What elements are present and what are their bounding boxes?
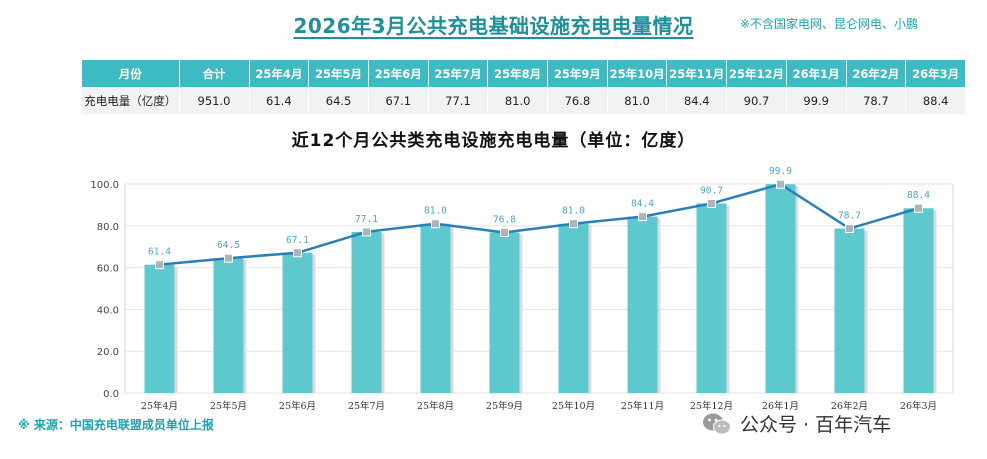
table-cell: 77.1: [428, 87, 489, 114]
line-marker: [362, 227, 371, 237]
header-cell: 合计: [179, 60, 250, 87]
x-tick-label: 26年2月: [831, 400, 868, 412]
header-cell: 25年5月: [308, 60, 369, 87]
line-marker: [500, 227, 509, 237]
x-tick-label: 25年9月: [486, 400, 523, 412]
line-marker: [707, 198, 716, 208]
bar: [213, 258, 244, 393]
y-tick-label: 60.0: [97, 264, 119, 275]
table-cell: 99.9: [786, 87, 847, 114]
header-cell: 25年7月: [428, 60, 489, 87]
x-tick-label: 25年12月: [690, 400, 733, 412]
y-tick-label: 80.0: [97, 222, 119, 233]
table-cell: 61.4: [249, 87, 310, 114]
bar: [627, 216, 658, 393]
header-cell: 月份: [82, 60, 180, 87]
x-tick-label: 25年4月: [141, 400, 178, 412]
header-cell: 25年11月: [666, 60, 728, 87]
line-marker: [431, 219, 440, 229]
table-cell: 67.1: [368, 87, 429, 114]
data-label: 64.5: [217, 240, 240, 251]
x-tick-label: 25年7月: [348, 400, 385, 412]
line-marker: [776, 179, 785, 189]
header-cell: 25年10月: [607, 60, 668, 87]
data-label: 76.8: [493, 214, 516, 225]
line-marker: [914, 203, 923, 213]
x-tick-label: 25年6月: [279, 400, 316, 412]
y-tick-label: 40.0: [97, 305, 119, 316]
data-label: 88.4: [907, 190, 930, 201]
data-label: 84.4: [631, 199, 654, 210]
bar: [696, 203, 727, 393]
x-tick-label: 25年5月: [210, 400, 247, 412]
bar: [144, 264, 175, 393]
y-tick-label: 20.0: [97, 347, 119, 358]
data-label: 99.9: [769, 166, 792, 177]
data-label: 67.1: [286, 235, 309, 246]
table-cell: 76.8: [547, 87, 608, 114]
header-cell: 26年3月: [905, 60, 966, 87]
header-cell: 26年2月: [846, 60, 907, 87]
wechat-icon: [703, 413, 731, 434]
table-cell: 90.7: [726, 87, 787, 114]
data-label: 81.0: [424, 206, 447, 217]
bar: [282, 252, 313, 393]
header-cell: 25年9月: [547, 60, 608, 87]
y-tick-label: 100.0: [90, 180, 119, 191]
trend-line: [159, 182, 919, 266]
x-tick-label: 25年8月: [417, 400, 454, 412]
data-label: 61.4: [148, 247, 171, 258]
y-tick-label: 0.0: [103, 389, 119, 400]
table-cell: 充电电量（亿度）: [82, 87, 180, 114]
bar: [420, 223, 451, 393]
line-marker: [845, 224, 854, 234]
data-label: 81.0: [562, 206, 585, 217]
header-cell: 25年4月: [249, 60, 310, 87]
table-cell: 78.7: [846, 87, 907, 114]
line-marker: [638, 212, 647, 222]
bar: [351, 231, 382, 393]
data-label: 78.7: [838, 211, 861, 222]
bar: [834, 228, 865, 393]
line-marker: [293, 248, 302, 258]
line-marker: [569, 219, 578, 229]
chart-title: 近12个月公共类充电设施充电电量（单位：亿度）: [291, 131, 696, 151]
table-cell: 81.0: [487, 87, 549, 114]
header-cell: 26年1月: [786, 60, 847, 87]
data-label: 90.7: [700, 185, 723, 196]
header-cell: 25年8月: [487, 60, 549, 87]
header-cell: 25年12月: [726, 60, 787, 87]
table-cell: 81.0: [607, 87, 668, 114]
header-cell: 25年6月: [368, 60, 429, 87]
brand-watermark: 公众号 · 百年汽车: [702, 410, 891, 437]
x-tick-label: 26年1月: [762, 400, 799, 412]
table-cell: 64.5: [308, 87, 369, 114]
x-tick-label: 26年3月: [900, 400, 937, 412]
source-note: ※ 来源：中国充电联盟成员单位上报: [18, 418, 214, 432]
bar: [558, 223, 589, 393]
bar: [903, 208, 934, 393]
x-tick-label: 25年11月: [621, 400, 664, 412]
table-cell: 951.0: [179, 87, 250, 114]
table-cell: 84.4: [666, 87, 728, 114]
bar: [489, 232, 520, 393]
data-label: 77.1: [355, 214, 378, 225]
page-title: 2026年3月公共充电基础设施充电电量情况: [293, 14, 694, 38]
summary-table: 月份 合计 25年4月 25年5月 25年6月 25年7月 25年8月 25年9…: [82, 60, 966, 114]
brand-label: 公众号 · 百年汽车: [740, 414, 892, 436]
table-cell: 88.4: [905, 87, 966, 114]
table-header-row: 月份 合计 25年4月 25年5月 25年6月 25年7月 25年8月 25年9…: [82, 60, 966, 87]
exclusion-note: ※不含国家电网、昆仑网电、小鹏: [740, 17, 919, 31]
line-marker: [224, 253, 233, 263]
x-tick-label: 25年10月: [552, 400, 595, 412]
line-marker: [155, 260, 164, 270]
table-row: 充电电量（亿度） 951.0 61.4 64.5 67.1 77.1 81.0 …: [82, 87, 966, 114]
bar: [765, 184, 796, 393]
